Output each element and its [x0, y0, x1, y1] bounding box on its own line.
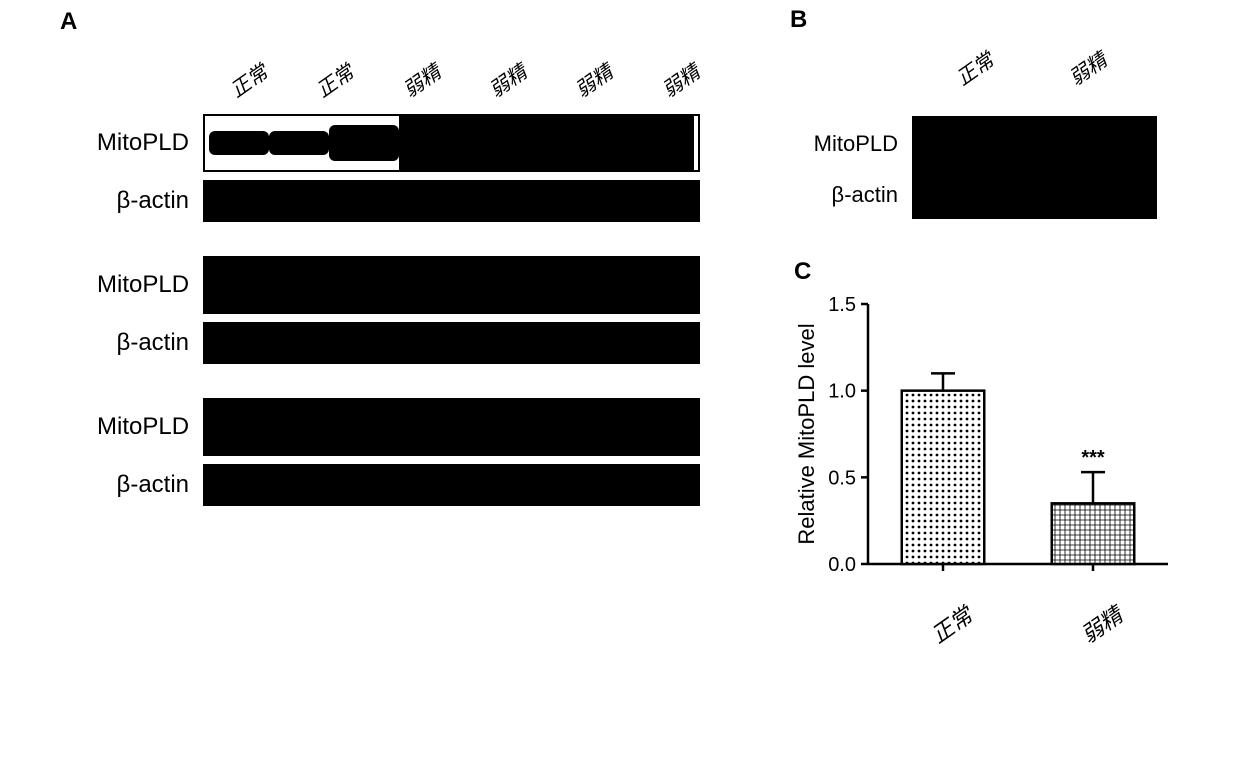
- blot-group-1: MitoPLD β-actin: [40, 114, 700, 222]
- blot-row: MitoPLD: [40, 256, 700, 314]
- lane-label: 弱精: [569, 56, 618, 103]
- blot-row: β-actin: [760, 171, 1180, 219]
- panel-b-label: B: [790, 6, 807, 34]
- protein-label: MitoPLD: [760, 131, 912, 157]
- svg-text:0.0: 0.0: [828, 554, 856, 576]
- blot-group-3: MitoPLD β-actin: [40, 398, 700, 506]
- panel-a-lane-labels: 正常 正常 弱精 弱精 弱精 弱精: [217, 74, 735, 103]
- western-blot-strip: [203, 464, 700, 506]
- western-blot-strip: [203, 322, 700, 364]
- protein-label: β-actin: [40, 329, 203, 357]
- panel-b-lane-labels: 正常 弱精: [930, 62, 1155, 91]
- blot-row: β-actin: [40, 180, 700, 222]
- western-blot-strip: [203, 180, 700, 222]
- protein-label: β-actin: [760, 182, 912, 208]
- protein-label: β-actin: [40, 471, 203, 499]
- panel-c-label: C: [794, 258, 811, 286]
- blot-group-2: MitoPLD β-actin: [40, 256, 700, 364]
- lane-label: 弱精: [1062, 44, 1111, 91]
- western-blot-strip: [203, 114, 700, 172]
- protein-label: β-actin: [40, 187, 203, 215]
- blot-row: β-actin: [40, 464, 700, 506]
- lane-label: 弱精: [483, 56, 532, 103]
- blot-row: MitoPLD: [40, 398, 700, 456]
- lane-label: 弱精: [655, 56, 704, 103]
- bar-chart: 0.0 0.5 1.0 1.5 Relative MitoPLD level ***: [790, 290, 1190, 630]
- western-blot-strip: [912, 116, 1157, 171]
- svg-text:1.0: 1.0: [828, 381, 856, 403]
- panel-a-label: A: [60, 8, 77, 36]
- western-blot-strip: [912, 171, 1157, 219]
- blot-row: MitoPLD: [760, 116, 1180, 171]
- protein-label: MitoPLD: [40, 413, 203, 441]
- panel-c: 0.00.51.01.5Relative MitoPLD level*** 正常…: [790, 290, 1190, 710]
- panel-a: 正常 正常 弱精 弱精 弱精 弱精 MitoPLD β-actin MitoPL…: [40, 80, 700, 514]
- western-blot-strip: [203, 256, 700, 314]
- svg-text:***: ***: [1081, 447, 1105, 469]
- blot-row: β-actin: [40, 322, 700, 364]
- lane-label: 正常: [310, 56, 359, 103]
- svg-text:0.5: 0.5: [828, 467, 856, 489]
- protein-label: MitoPLD: [40, 271, 203, 299]
- svg-text:Relative MitoPLD level: Relative MitoPLD level: [794, 323, 819, 544]
- panel-b: 正常 弱精 MitoPLD β-actin: [760, 70, 1180, 219]
- svg-text:1.5: 1.5: [828, 294, 856, 316]
- lane-label: 正常: [950, 44, 999, 91]
- protein-label: MitoPLD: [40, 129, 203, 157]
- lane-label: 正常: [224, 56, 273, 103]
- lane-label: 弱精: [396, 56, 445, 103]
- western-blot-strip: [203, 398, 700, 456]
- blot-row: MitoPLD: [40, 114, 700, 172]
